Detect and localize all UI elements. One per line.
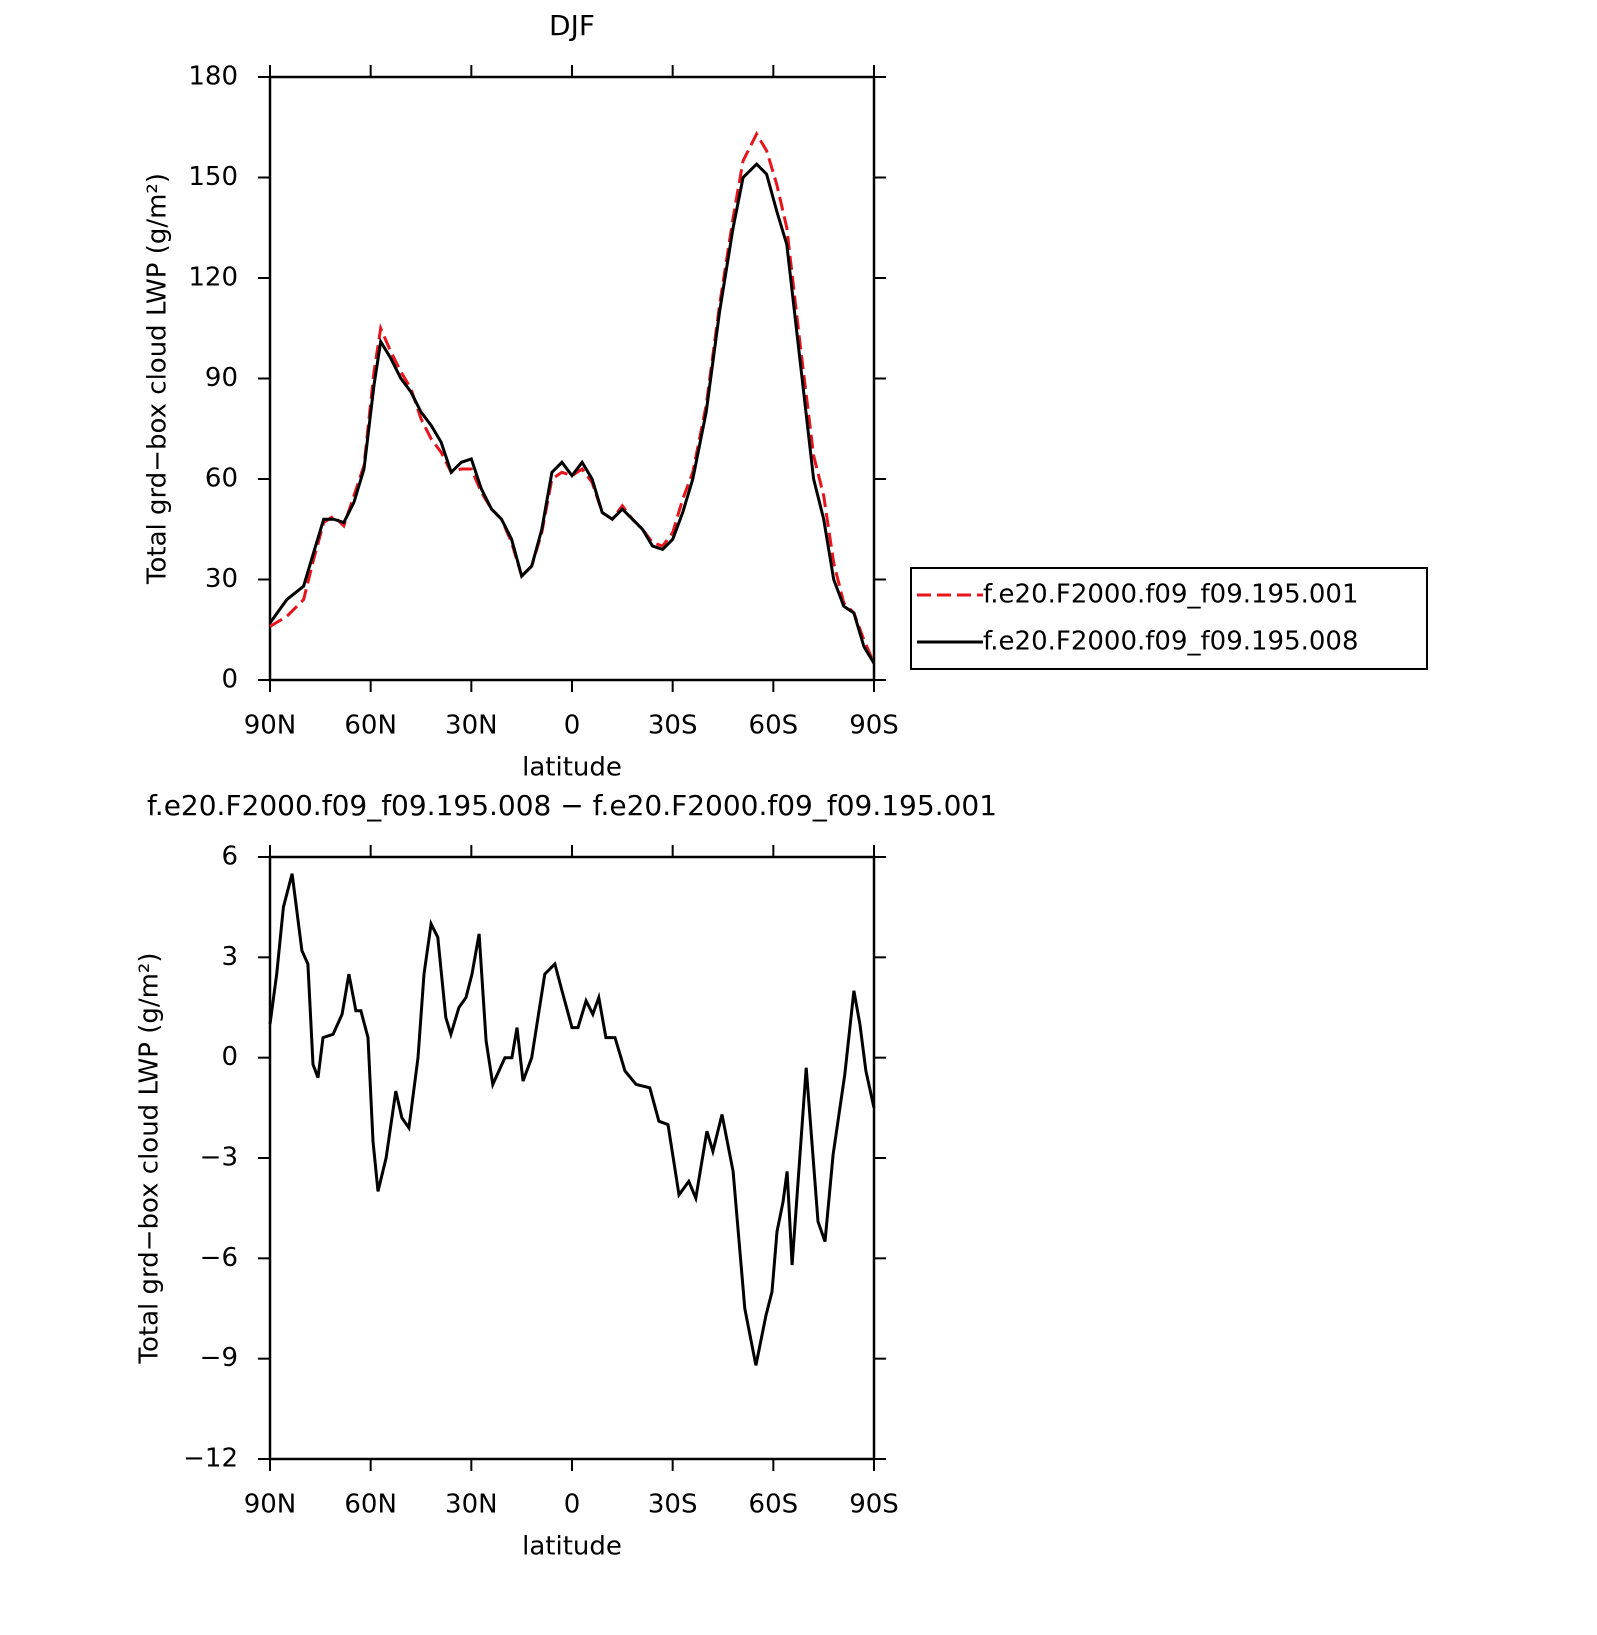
x-tick-label: 60S [749,711,799,741]
y-tick-label: −12 [183,1444,238,1474]
legend-label: f.e20.F2000.f09_f09.195.008 [983,627,1359,657]
line-series [268,161,876,665]
y-tick-label: 30 [205,564,238,594]
y-tick-label: −9 [200,1343,238,1373]
y-axis-label: Total grd−box cloud LWP (g/m²) [143,173,173,585]
chart-title: DJF [549,9,595,42]
plot-frame [268,855,876,1461]
x-tick-label: 30S [648,1490,698,1520]
x-tick-label: 90S [849,1490,899,1520]
y-tick-label: −3 [200,1143,238,1173]
x-tick-label: 90N [244,711,297,741]
y-axis-label: Total grd−box cloud LWP (g/m²) [135,953,165,1365]
x-tick-label: 60N [344,711,397,741]
y-tick-label: 150 [188,162,238,192]
plot-frame [268,75,876,682]
y-tick-label: 3 [221,942,238,972]
x-tick-label: 60S [749,1490,799,1520]
x-tick-label: 60N [344,1490,397,1520]
x-tick-label: 30N [445,711,498,741]
y-tick-label: 90 [205,363,238,393]
x-tick-label: 90N [244,1490,297,1520]
legend-box [910,567,1428,670]
y-tick-label: 0 [221,665,238,695]
y-tick-label: 180 [188,62,238,92]
legend-label: f.e20.F2000.f09_f09.195.001 [983,580,1359,610]
x-tick-label: 90S [849,711,899,741]
x-axis-label: latitude [522,753,622,783]
line-series [269,130,876,664]
y-tick-label: −6 [200,1243,238,1273]
x-axis-label: latitude [522,1532,622,1562]
x-tick-label: 0 [564,1490,581,1520]
line-series [268,873,876,1366]
y-tick-label: 60 [205,464,238,494]
chart-title: f.e20.F2000.f09_f09.195.008 − f.e20.F200… [147,789,997,822]
y-tick-label: 0 [221,1042,238,1072]
x-tick-label: 0 [564,711,581,741]
x-tick-label: 30S [648,711,698,741]
x-tick-label: 30N [445,1490,498,1520]
y-tick-label: 120 [188,263,238,293]
y-tick-label: 6 [221,842,238,872]
